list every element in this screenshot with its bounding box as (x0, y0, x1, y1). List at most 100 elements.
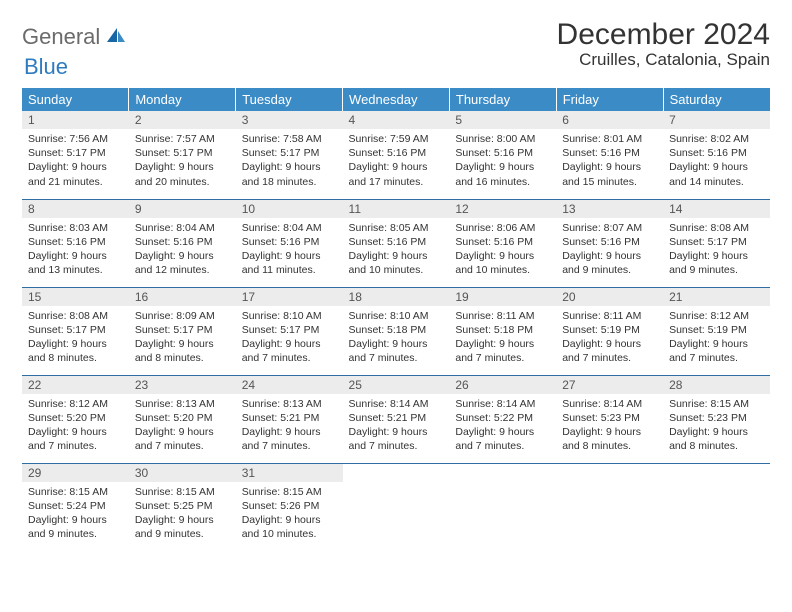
daylight-text-1: Daylight: 9 hours (135, 425, 230, 439)
calendar-day-cell: 3Sunrise: 7:58 AMSunset: 5:17 PMDaylight… (236, 111, 343, 199)
daylight-text-2: and 7 minutes. (242, 439, 337, 453)
sunset-text: Sunset: 5:16 PM (562, 146, 657, 160)
sunset-text: Sunset: 5:26 PM (242, 499, 337, 513)
calendar-week-row: 29Sunrise: 8:15 AMSunset: 5:24 PMDayligh… (22, 463, 770, 551)
daylight-text-2: and 15 minutes. (562, 175, 657, 189)
sunset-text: Sunset: 5:20 PM (28, 411, 123, 425)
daylight-text-1: Daylight: 9 hours (562, 425, 657, 439)
daylight-text-2: and 17 minutes. (349, 175, 444, 189)
daylight-text-1: Daylight: 9 hours (562, 160, 657, 174)
daylight-text-1: Daylight: 9 hours (669, 337, 764, 351)
daylight-text-1: Daylight: 9 hours (242, 249, 337, 263)
calendar-day-cell: 7Sunrise: 8:02 AMSunset: 5:16 PMDaylight… (663, 111, 770, 199)
calendar-day-cell: 16Sunrise: 8:09 AMSunset: 5:17 PMDayligh… (129, 287, 236, 375)
daylight-text-2: and 7 minutes. (135, 439, 230, 453)
sunset-text: Sunset: 5:25 PM (135, 499, 230, 513)
day-number: 25 (343, 376, 450, 394)
daylight-text-1: Daylight: 9 hours (135, 249, 230, 263)
daylight-text-1: Daylight: 9 hours (562, 249, 657, 263)
calendar-day-cell: 5Sunrise: 8:00 AMSunset: 5:16 PMDaylight… (449, 111, 556, 199)
daylight-text-1: Daylight: 9 hours (242, 160, 337, 174)
daylight-text-1: Daylight: 9 hours (28, 249, 123, 263)
sunset-text: Sunset: 5:17 PM (28, 323, 123, 337)
sunrise-text: Sunrise: 7:59 AM (349, 132, 444, 146)
daylight-text-1: Daylight: 9 hours (455, 425, 550, 439)
day-number: 27 (556, 376, 663, 394)
calendar-day-cell: 26Sunrise: 8:14 AMSunset: 5:22 PMDayligh… (449, 375, 556, 463)
sunset-text: Sunset: 5:20 PM (135, 411, 230, 425)
day-info: Sunrise: 8:10 AMSunset: 5:17 PMDaylight:… (236, 306, 343, 370)
day-number: 20 (556, 288, 663, 306)
day-number: 28 (663, 376, 770, 394)
day-info: Sunrise: 8:14 AMSunset: 5:22 PMDaylight:… (449, 394, 556, 458)
day-number: 17 (236, 288, 343, 306)
calendar-day-cell: 2Sunrise: 7:57 AMSunset: 5:17 PMDaylight… (129, 111, 236, 199)
day-number: 13 (556, 200, 663, 218)
sunrise-text: Sunrise: 8:04 AM (242, 221, 337, 235)
calendar-day-cell: 21Sunrise: 8:12 AMSunset: 5:19 PMDayligh… (663, 287, 770, 375)
daylight-text-2: and 7 minutes. (669, 351, 764, 365)
sunrise-text: Sunrise: 8:13 AM (242, 397, 337, 411)
sunrise-text: Sunrise: 8:12 AM (28, 397, 123, 411)
weekday-header: Sunday (22, 88, 129, 111)
day-info: Sunrise: 8:00 AMSunset: 5:16 PMDaylight:… (449, 129, 556, 193)
logo-text-general: General (22, 24, 100, 50)
day-number: 22 (22, 376, 129, 394)
sunset-text: Sunset: 5:21 PM (349, 411, 444, 425)
sunrise-text: Sunrise: 8:10 AM (349, 309, 444, 323)
weekday-header: Saturday (663, 88, 770, 111)
daylight-text-2: and 9 minutes. (669, 263, 764, 277)
weekday-header: Tuesday (236, 88, 343, 111)
day-number: 21 (663, 288, 770, 306)
day-info: Sunrise: 8:12 AMSunset: 5:20 PMDaylight:… (22, 394, 129, 458)
daylight-text-2: and 7 minutes. (455, 351, 550, 365)
sunset-text: Sunset: 5:16 PM (455, 235, 550, 249)
sunset-text: Sunset: 5:17 PM (242, 323, 337, 337)
daylight-text-2: and 9 minutes. (562, 263, 657, 277)
daylight-text-2: and 7 minutes. (455, 439, 550, 453)
sunset-text: Sunset: 5:24 PM (28, 499, 123, 513)
sunrise-text: Sunrise: 8:03 AM (28, 221, 123, 235)
daylight-text-1: Daylight: 9 hours (135, 337, 230, 351)
sunrise-text: Sunrise: 8:15 AM (28, 485, 123, 499)
calendar-day-cell: 31Sunrise: 8:15 AMSunset: 5:26 PMDayligh… (236, 463, 343, 551)
day-info: Sunrise: 7:59 AMSunset: 5:16 PMDaylight:… (343, 129, 450, 193)
day-info: Sunrise: 8:01 AMSunset: 5:16 PMDaylight:… (556, 129, 663, 193)
day-info: Sunrise: 8:14 AMSunset: 5:23 PMDaylight:… (556, 394, 663, 458)
sunrise-text: Sunrise: 7:56 AM (28, 132, 123, 146)
sunset-text: Sunset: 5:23 PM (669, 411, 764, 425)
sunset-text: Sunset: 5:16 PM (242, 235, 337, 249)
calendar-empty-cell (556, 463, 663, 551)
sunset-text: Sunset: 5:16 PM (349, 235, 444, 249)
daylight-text-1: Daylight: 9 hours (242, 513, 337, 527)
calendar-day-cell: 12Sunrise: 8:06 AMSunset: 5:16 PMDayligh… (449, 199, 556, 287)
day-number: 29 (22, 464, 129, 482)
day-info: Sunrise: 8:13 AMSunset: 5:20 PMDaylight:… (129, 394, 236, 458)
sunset-text: Sunset: 5:18 PM (349, 323, 444, 337)
weekday-header: Wednesday (343, 88, 450, 111)
daylight-text-2: and 20 minutes. (135, 175, 230, 189)
sunset-text: Sunset: 5:18 PM (455, 323, 550, 337)
daylight-text-1: Daylight: 9 hours (669, 249, 764, 263)
calendar-day-cell: 20Sunrise: 8:11 AMSunset: 5:19 PMDayligh… (556, 287, 663, 375)
day-number: 19 (449, 288, 556, 306)
calendar-week-row: 15Sunrise: 8:08 AMSunset: 5:17 PMDayligh… (22, 287, 770, 375)
sunrise-text: Sunrise: 8:04 AM (135, 221, 230, 235)
sunset-text: Sunset: 5:17 PM (28, 146, 123, 160)
calendar-empty-cell (343, 463, 450, 551)
day-info: Sunrise: 8:15 AMSunset: 5:24 PMDaylight:… (22, 482, 129, 546)
sunset-text: Sunset: 5:19 PM (669, 323, 764, 337)
sunrise-text: Sunrise: 8:15 AM (242, 485, 337, 499)
calendar-day-cell: 25Sunrise: 8:14 AMSunset: 5:21 PMDayligh… (343, 375, 450, 463)
sunrise-text: Sunrise: 8:10 AM (242, 309, 337, 323)
sunset-text: Sunset: 5:16 PM (562, 235, 657, 249)
calendar-empty-cell (449, 463, 556, 551)
day-info: Sunrise: 8:15 AMSunset: 5:23 PMDaylight:… (663, 394, 770, 458)
day-info: Sunrise: 8:15 AMSunset: 5:25 PMDaylight:… (129, 482, 236, 546)
daylight-text-2: and 10 minutes. (242, 527, 337, 541)
sunrise-text: Sunrise: 8:11 AM (455, 309, 550, 323)
sunrise-text: Sunrise: 8:13 AM (135, 397, 230, 411)
calendar-day-cell: 17Sunrise: 8:10 AMSunset: 5:17 PMDayligh… (236, 287, 343, 375)
calendar-week-row: 22Sunrise: 8:12 AMSunset: 5:20 PMDayligh… (22, 375, 770, 463)
day-info: Sunrise: 8:10 AMSunset: 5:18 PMDaylight:… (343, 306, 450, 370)
